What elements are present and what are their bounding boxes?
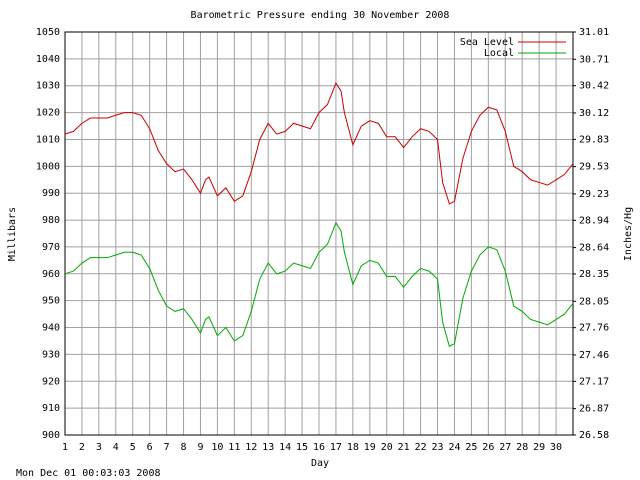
x-tick-label: 21 [398,442,410,453]
plot-border [64,31,574,436]
x-tick-label: 14 [279,442,291,453]
y2-tick-label: 30.12 [579,108,609,119]
y-tick-label: 980 [42,215,60,226]
y2-tick-label: 31.01 [579,27,609,38]
y-tick-label: 1020 [36,108,60,119]
y-tick-label: 1040 [36,54,60,65]
y-tick-label: 920 [42,376,60,387]
x-tick-label: 25 [465,442,477,453]
x-tick-label: 8 [181,442,187,453]
y2-tick-label: 28.64 [579,243,609,254]
y2-tick-label: 29.83 [579,134,609,145]
y-tick-label: 990 [42,188,60,199]
footer: Mon Dec 01 00:03:03 2008 [16,468,161,479]
y-tick-label: 930 [42,349,60,360]
y2-axis-label: Inches/Hg [623,207,634,261]
x-tick-label: 3 [96,442,102,453]
y-tick-label: 900 [42,430,60,441]
x-tick-label: 5 [130,442,136,453]
x-tick-label: 7 [164,442,170,453]
y2-tick-label: 26.58 [579,430,609,441]
y-tick-label: 1000 [36,161,60,172]
y-tick-label: 910 [42,403,60,414]
x-tick-label: 24 [448,442,460,453]
x-tick-label: 16 [313,442,325,453]
y2-tick-label: 27.17 [579,376,609,387]
x-tick-label: 13 [262,442,274,453]
y2-tick-label: 27.46 [579,350,609,361]
y-tick-label: 1010 [36,134,60,145]
y2-tick-label: 26.87 [579,404,609,415]
legend-label: Local [484,48,514,59]
x-tick-label: 20 [381,442,393,453]
x-tick-label: 26 [482,442,494,453]
legend-label: Sea Level [460,37,514,48]
y-tick-label: 950 [42,296,60,307]
y-tick-label: 1050 [36,27,60,38]
x-tick-label: 6 [147,442,153,453]
y2-tick-label: 27.76 [579,323,609,334]
chart-title: Barometric Pressure ending 30 November 2… [191,10,450,21]
y-tick-label: 940 [42,323,60,334]
x-tick-label: 30 [550,442,562,453]
x-tick-label: 18 [347,442,359,453]
x-tick-label: 15 [296,442,308,453]
x-tick-label: 19 [364,442,376,453]
y-axis-label: Millibars [7,207,18,261]
y2-tick-label: 28.35 [579,269,609,280]
y2-tick-label: 28.94 [579,215,609,226]
x-tick-label: 29 [533,442,545,453]
x-tick-label: 12 [245,442,257,453]
x-tick-label: 11 [228,442,240,453]
y-tick-label: 970 [42,242,60,253]
x-tick-label: 9 [197,442,203,453]
y2-tick-label: 30.71 [579,54,609,65]
x-tick-label: 1 [62,442,68,453]
x-tick-label: 2 [79,442,85,453]
x-tick-label: 22 [415,442,427,453]
x-tick-label: 10 [211,442,223,453]
x-tick-label: 28 [516,442,528,453]
series-line [64,221,574,348]
y2-tick-label: 29.23 [579,189,609,200]
y-tick-label: 960 [42,269,60,280]
x-tick-label: 27 [499,442,511,453]
x-tick-label: 4 [113,442,119,453]
y2-tick-label: 28.05 [579,296,609,307]
x-tick-label: 17 [330,442,342,453]
x-axis-label: Day [311,458,329,469]
y2-tick-label: 29.53 [579,162,609,173]
series-line [64,81,574,205]
y2-tick-label: 30.42 [579,81,609,92]
y-tick-label: 1030 [36,81,60,92]
x-tick-label: 23 [432,442,444,453]
